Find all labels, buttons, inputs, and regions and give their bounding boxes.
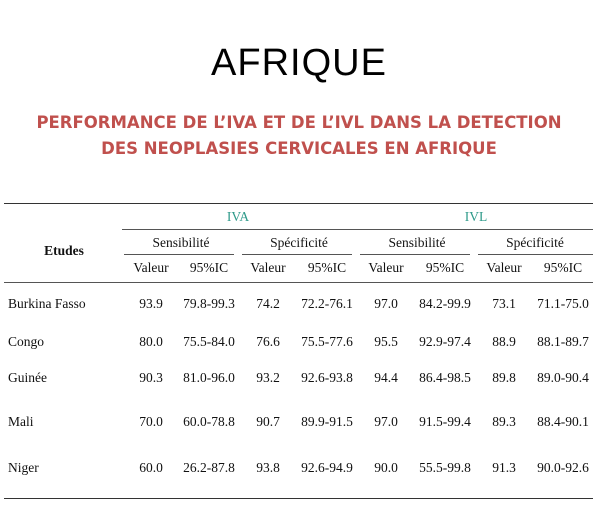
table-cell: 90.0-92.6 bbox=[537, 460, 589, 475]
table-cell: 70.0 bbox=[139, 414, 163, 429]
col-ic-header: 95%IC bbox=[425, 260, 465, 275]
table-cell: 90.0 bbox=[374, 460, 398, 475]
col-valeur-header: Valeur bbox=[368, 260, 404, 275]
group-iva-header: IVA bbox=[226, 209, 250, 224]
table-cell: 88.9 bbox=[492, 334, 516, 349]
table-cell: 26.2-87.8 bbox=[183, 460, 235, 475]
table-cell: 74.2 bbox=[256, 296, 280, 311]
table-cell: 97.0 bbox=[374, 414, 398, 429]
col-valeur-header: Valeur bbox=[133, 260, 169, 275]
col-ic-header: 95%IC bbox=[543, 260, 583, 275]
table-cell: 75.5-84.0 bbox=[183, 334, 235, 349]
table-cell: 93.8 bbox=[256, 460, 280, 475]
table-cell: 76.6 bbox=[256, 334, 280, 349]
performance-table: IVA IVL Etudes Sensibilité Spécificité S… bbox=[4, 203, 593, 499]
table-cell: 92.6-93.8 bbox=[301, 370, 353, 385]
table-cell: 55.5-99.8 bbox=[419, 460, 471, 475]
iva-sensibilite-header: Sensibilité bbox=[152, 235, 210, 250]
subtitle-line-2: DES NEOPLASIES CERVICALES EN AFRIQUE bbox=[101, 139, 497, 158]
col-valeur-header: Valeur bbox=[486, 260, 522, 275]
table-cell: 93.2 bbox=[256, 370, 280, 385]
row-study-name: Niger bbox=[8, 460, 39, 475]
iva-specificite-header: Spécificité bbox=[270, 235, 328, 250]
table-cell: 81.0-96.0 bbox=[183, 370, 235, 385]
subheader-divider bbox=[360, 254, 470, 255]
page-title: AFRIQUE bbox=[211, 42, 387, 84]
table-cell: 91.5-99.4 bbox=[419, 414, 471, 429]
row-study-name: Burkina Fasso bbox=[8, 296, 86, 311]
table-cell: 75.5-77.6 bbox=[301, 334, 353, 349]
table-cell: 92.6-94.9 bbox=[301, 460, 353, 475]
table-cell: 90.3 bbox=[139, 370, 163, 385]
col-valeur-header: Valeur bbox=[250, 260, 286, 275]
ivl-sensibilite-header: Sensibilité bbox=[388, 235, 446, 250]
table-cell: 79.8-99.3 bbox=[183, 296, 235, 311]
col-ic-header: 95%IC bbox=[307, 260, 347, 275]
table-cell: 88.4-90.1 bbox=[537, 414, 589, 429]
table-cell: 90.7 bbox=[256, 414, 280, 429]
subheader-divider bbox=[124, 254, 234, 255]
header-divider bbox=[4, 282, 593, 283]
row-study-name: Mali bbox=[8, 414, 34, 429]
table-cell: 71.1-75.0 bbox=[537, 296, 589, 311]
studies-header: Etudes bbox=[44, 243, 84, 258]
row-study-name: Congo bbox=[8, 334, 45, 349]
row-study-name: Guinée bbox=[8, 370, 47, 385]
group-ivl-header: IVL bbox=[464, 209, 488, 224]
col-ic-header: 95%IC bbox=[189, 260, 229, 275]
table-cell: 95.5 bbox=[374, 334, 398, 349]
table-cell: 94.4 bbox=[374, 370, 398, 385]
table-cell: 73.1 bbox=[492, 296, 516, 311]
subheader-divider bbox=[478, 254, 593, 255]
group-divider bbox=[122, 229, 593, 230]
table-cell: 97.0 bbox=[374, 296, 398, 311]
subtitle-line-1: PERFORMANCE DE L’IVA ET DE L’IVL DANS LA… bbox=[36, 113, 562, 132]
table-cell: 92.9-97.4 bbox=[419, 334, 471, 349]
table-cell: 91.3 bbox=[492, 460, 516, 475]
table-cell: 88.1-89.7 bbox=[537, 334, 589, 349]
table-cell: 86.4-98.5 bbox=[419, 370, 471, 385]
table-cell: 89.9-91.5 bbox=[301, 414, 353, 429]
table-cell: 84.2-99.9 bbox=[419, 296, 471, 311]
table-cell: 60.0 bbox=[139, 460, 163, 475]
ivl-specificite-header: Spécificité bbox=[506, 235, 564, 250]
table-cell: 89.0-90.4 bbox=[537, 370, 589, 385]
table-cell: 93.9 bbox=[139, 296, 163, 311]
table-cell: 89.8 bbox=[492, 370, 516, 385]
table-cell: 80.0 bbox=[139, 334, 163, 349]
table-cell: 72.2-76.1 bbox=[301, 296, 353, 311]
page-subtitle: PERFORMANCE DE L’IVA ET DE L’IVL DANS LA… bbox=[0, 110, 598, 162]
subheader-divider bbox=[242, 254, 352, 255]
table-cell: 89.3 bbox=[492, 414, 516, 429]
table-cell: 60.0-78.8 bbox=[183, 414, 235, 429]
